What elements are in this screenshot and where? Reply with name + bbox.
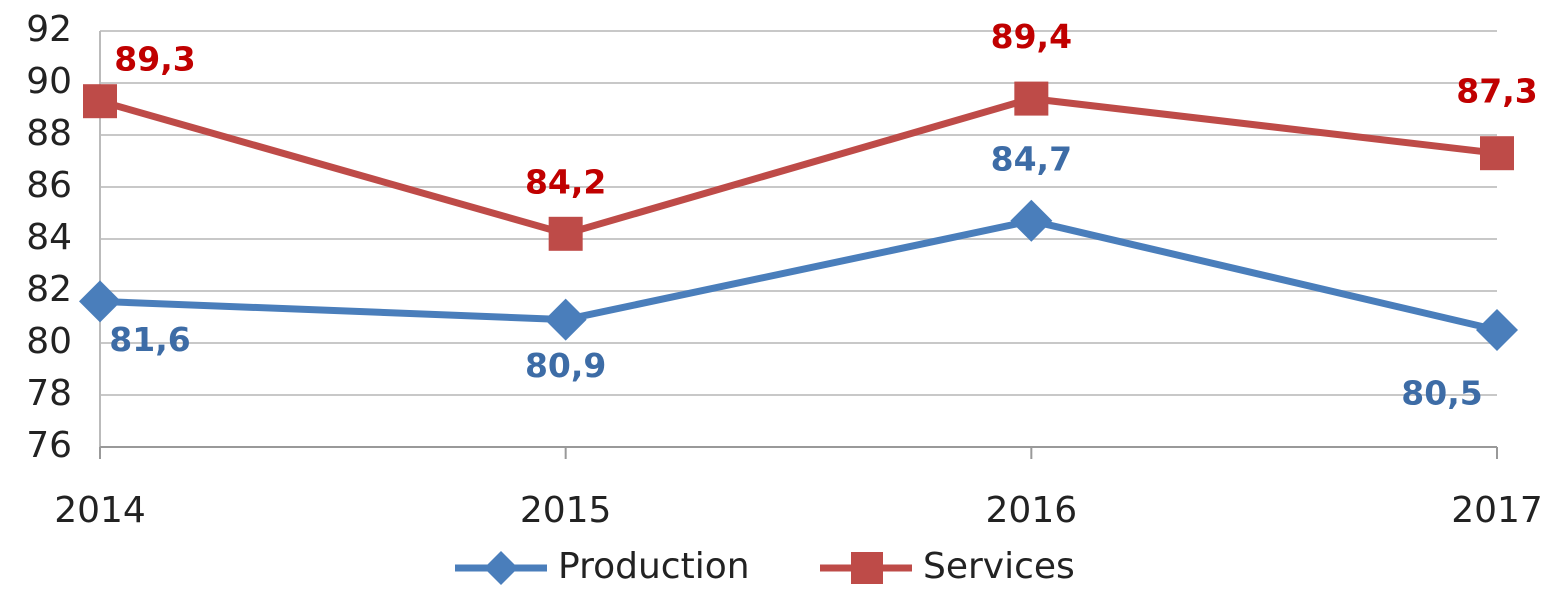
marker: [1010, 199, 1053, 242]
legend-marker: [484, 551, 518, 585]
legend-label: Production: [558, 546, 750, 587]
data-label: 81,6: [109, 320, 190, 359]
y-tick-label: 80: [26, 321, 72, 362]
marker: [79, 280, 121, 323]
y-tick-label: 88: [26, 113, 72, 154]
y-tick-label: 82: [26, 269, 72, 310]
y-tick-label: 90: [26, 61, 72, 102]
x-tick-label: 2016: [986, 490, 1078, 531]
legend-marker: [851, 552, 883, 584]
data-label: 80,5: [1401, 374, 1482, 413]
data-label: 84,7: [991, 139, 1072, 178]
data-label: 89,4: [991, 17, 1072, 56]
y-tick-label: 92: [26, 9, 72, 50]
x-tick-label: 2015: [520, 490, 612, 531]
data-label: 80,9: [525, 346, 606, 385]
x-tick-label: 2014: [54, 490, 146, 531]
marker: [548, 216, 583, 251]
series-line: [99, 217, 1498, 334]
marker: [1476, 309, 1518, 351]
x-tick-label: 2017: [1451, 490, 1543, 531]
data-label: 89,3: [114, 40, 195, 79]
y-tick-label: 84: [26, 217, 72, 258]
series-line: [99, 95, 1498, 238]
marker: [544, 298, 587, 341]
data-label: 87,3: [1456, 72, 1537, 111]
data-label: 84,2: [525, 162, 606, 201]
y-tick-label: 86: [26, 165, 72, 206]
marker: [1480, 136, 1514, 171]
marker: [83, 84, 117, 119]
legend-label: Services: [923, 546, 1075, 587]
marker: [1014, 81, 1049, 116]
y-tick-label: 76: [26, 425, 72, 466]
y-tick-label: 78: [26, 373, 72, 414]
